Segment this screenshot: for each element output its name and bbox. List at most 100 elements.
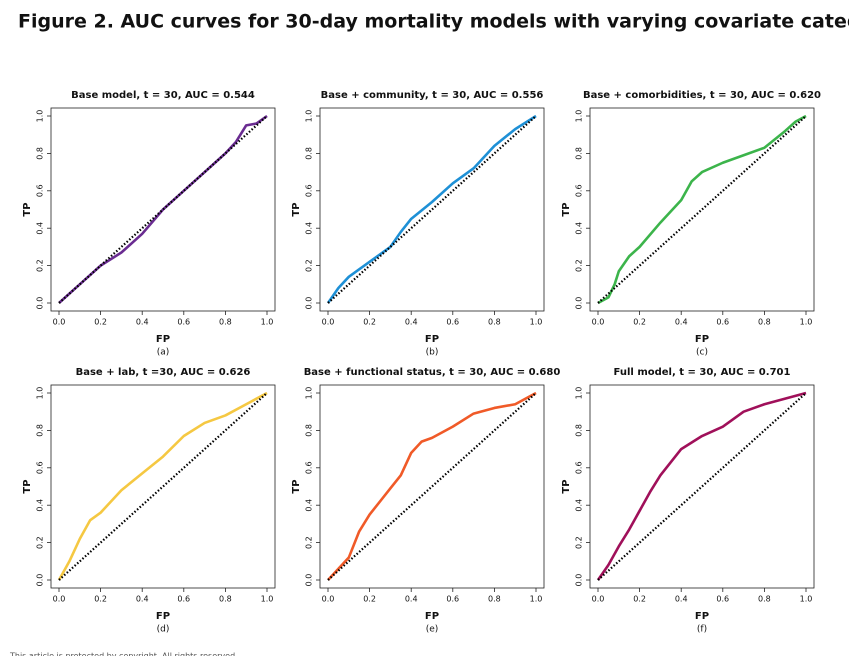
y-tick-label: 0.6 xyxy=(36,461,45,474)
plot-frame xyxy=(589,107,815,312)
x-tick-label: 0.8 xyxy=(219,595,232,604)
x-tick-label: 0.6 xyxy=(177,318,190,327)
y-tick-label: 0.0 xyxy=(305,574,314,587)
roc-curve xyxy=(57,391,268,581)
y-tick-label: 0.6 xyxy=(305,184,314,197)
y-tick-label: 0.6 xyxy=(575,461,584,474)
plot-frame xyxy=(589,384,815,589)
y-tick-label: 1.0 xyxy=(575,387,584,400)
y-tick-label: 0.0 xyxy=(305,297,314,310)
x-axis-label: FP xyxy=(425,334,439,345)
y-tick-label: 0.4 xyxy=(36,222,45,235)
x-tick-label: 0.8 xyxy=(488,595,501,604)
x-tick-label: 0.8 xyxy=(758,318,771,327)
x-tick-label: 0.4 xyxy=(675,318,688,327)
x-tick-label: 1.0 xyxy=(530,318,543,327)
x-tick-label: 0.2 xyxy=(633,318,646,327)
reference-line xyxy=(58,392,268,581)
subplot-caption: (b) xyxy=(426,348,439,358)
x-tick-label: 0.2 xyxy=(633,595,646,604)
y-tick-label: 0.4 xyxy=(305,499,314,512)
y-tick-label: 1.0 xyxy=(305,387,314,400)
x-tick-label: 1.0 xyxy=(261,318,274,327)
y-tick-label: 1.0 xyxy=(575,110,584,123)
x-tick-label: 0.8 xyxy=(219,318,232,327)
reference-line xyxy=(597,115,807,304)
y-tick-label: 0.2 xyxy=(575,259,584,272)
footer: This article is protected by copyright. … xyxy=(9,652,238,656)
x-tick-label: 0.4 xyxy=(405,595,418,604)
x-tick-label: 0.0 xyxy=(322,595,335,604)
y-tick-label: 0.8 xyxy=(36,147,45,160)
roc-curve xyxy=(597,114,807,305)
y-tick-label: 0.4 xyxy=(575,222,584,235)
x-tick-label: 0.6 xyxy=(716,595,729,604)
x-tick-label: 0.0 xyxy=(592,595,605,604)
plot-frame xyxy=(50,384,276,589)
y-tick-label: 1.0 xyxy=(36,110,45,123)
subplot-title: Base + functional status, t = 30, AUC = … xyxy=(304,367,561,378)
x-tick-label: 0.6 xyxy=(716,318,729,327)
x-tick-label: 0.4 xyxy=(136,318,149,327)
y-axis-label: TP xyxy=(291,202,302,216)
x-tick-label: 0.6 xyxy=(177,595,190,604)
y-tick-label: 0.6 xyxy=(305,461,314,474)
x-axis-label: FP xyxy=(695,611,709,622)
y-axis-label: TP xyxy=(561,479,572,493)
y-tick-label: 0.0 xyxy=(575,297,584,310)
y-axis-label: TP xyxy=(22,479,33,493)
roc-curve xyxy=(58,114,268,304)
y-tick-label: 0.8 xyxy=(575,147,584,160)
y-tick-label: 0.6 xyxy=(36,184,45,197)
y-axis-label: TP xyxy=(22,202,33,216)
x-tick-label: 0.2 xyxy=(94,318,107,327)
y-tick-label: 0.6 xyxy=(575,184,584,197)
x-tick-label: 0.0 xyxy=(592,318,605,327)
x-tick-label: 1.0 xyxy=(800,595,813,604)
x-tick-label: 0.0 xyxy=(53,595,66,604)
plot-frame xyxy=(319,107,545,312)
reference-line xyxy=(58,115,268,304)
y-tick-label: 1.0 xyxy=(36,387,45,400)
plot-frame xyxy=(50,107,276,312)
reference-line xyxy=(597,392,807,581)
x-tick-label: 0.4 xyxy=(136,595,149,604)
x-tick-label: 0.8 xyxy=(488,318,501,327)
roc-curve xyxy=(596,391,807,581)
y-tick-label: 0.4 xyxy=(36,499,45,512)
subplot-title: Base + community, t = 30, AUC = 0.556 xyxy=(321,90,544,101)
roc-curve xyxy=(326,114,537,304)
subplot-caption: (a) xyxy=(157,348,170,358)
x-tick-label: 0.4 xyxy=(675,595,688,604)
y-tick-label: 0.0 xyxy=(36,297,45,310)
x-tick-label: 0.0 xyxy=(322,318,335,327)
x-tick-label: 1.0 xyxy=(800,318,813,327)
roc-curve xyxy=(327,391,537,581)
x-axis-label: FP xyxy=(695,334,709,345)
subplot-title: Full model, t = 30, AUC = 0.701 xyxy=(614,367,791,378)
x-tick-label: 1.0 xyxy=(261,595,274,604)
x-tick-label: 0.2 xyxy=(363,318,376,327)
y-axis-label: TP xyxy=(291,479,302,493)
subplot-caption: (f) xyxy=(697,625,707,635)
x-tick-label: 0.6 xyxy=(446,318,459,327)
subplot-title: Base model, t = 30, AUC = 0.544 xyxy=(71,90,255,101)
x-tick-label: 0.2 xyxy=(363,595,376,604)
x-tick-label: 0.8 xyxy=(758,595,771,604)
y-tick-label: 0.0 xyxy=(575,574,584,587)
subplot-caption: (c) xyxy=(696,348,708,358)
subplot-caption: (d) xyxy=(157,625,170,635)
y-tick-label: 0.4 xyxy=(575,499,584,512)
y-tick-label: 0.0 xyxy=(36,574,45,587)
x-tick-label: 0.0 xyxy=(53,318,66,327)
y-tick-label: 0.2 xyxy=(36,259,45,272)
subplot-title: Base + lab, t =30, AUC = 0.626 xyxy=(76,367,251,378)
y-tick-label: 1.0 xyxy=(305,110,314,123)
x-axis-label: FP xyxy=(425,611,439,622)
y-tick-label: 0.4 xyxy=(305,222,314,235)
y-tick-label: 0.8 xyxy=(305,147,314,160)
y-tick-label: 0.2 xyxy=(305,536,314,549)
x-tick-label: 0.4 xyxy=(405,318,418,327)
x-tick-label: 1.0 xyxy=(530,595,543,604)
